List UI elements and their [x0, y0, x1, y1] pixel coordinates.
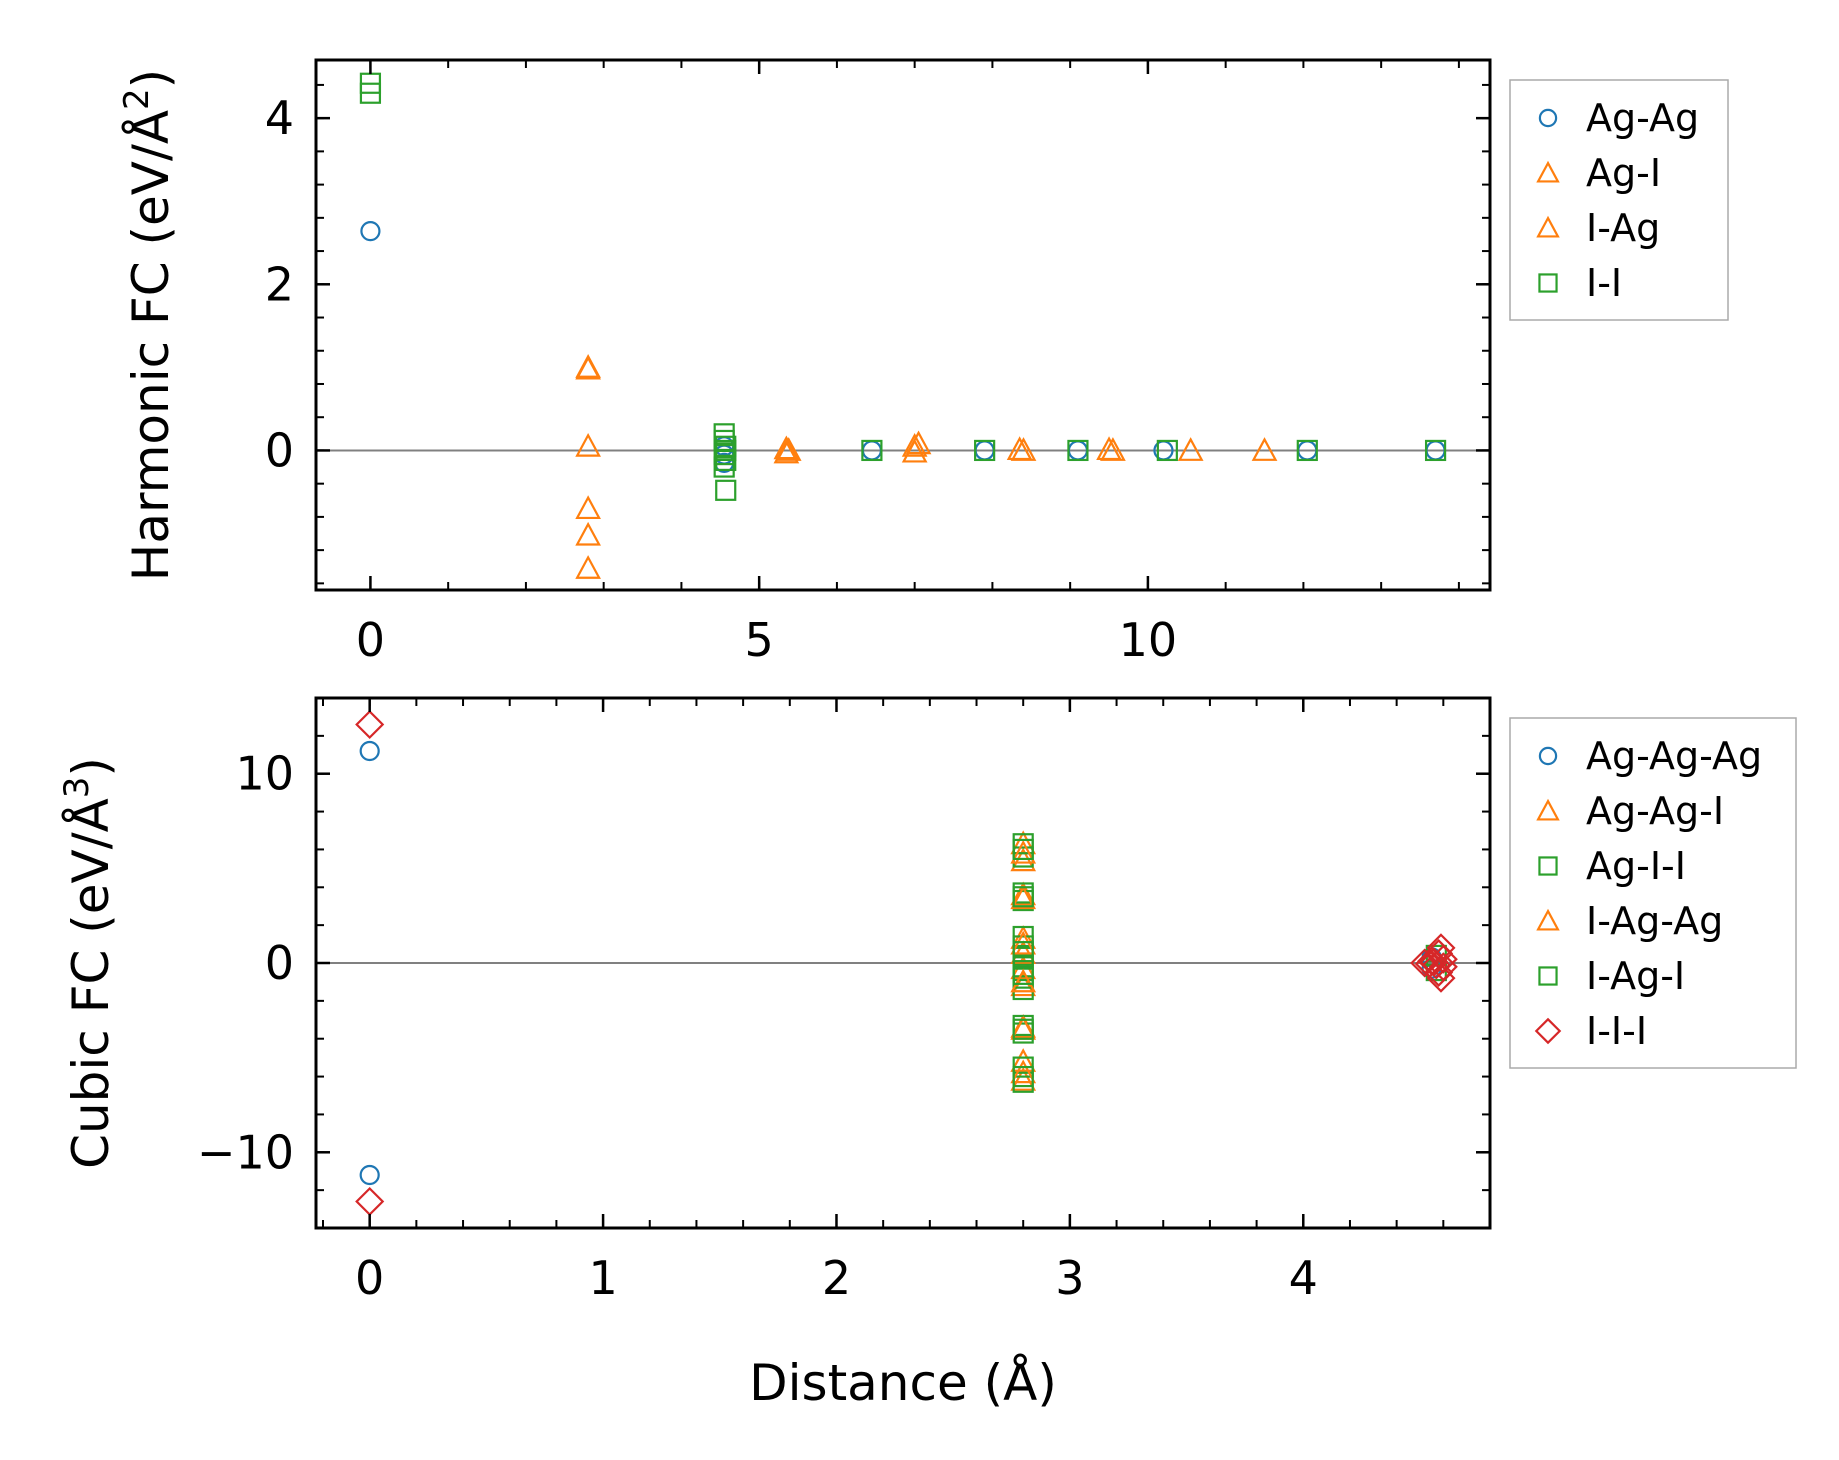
cubic-x-axis-label: Distance (Å) — [749, 1354, 1057, 1412]
x-tick-label: 3 — [1055, 1251, 1084, 1305]
point-i-i — [713, 456, 735, 478]
point-ag-i — [1251, 437, 1278, 461]
point-i-ag — [775, 437, 802, 461]
harmonic-plot-frame — [314, 58, 1492, 592]
point-i-i-i — [1426, 933, 1456, 963]
legend-label-ag-ag: Ag-Ag — [1586, 96, 1699, 140]
point-i-i — [713, 443, 735, 466]
y-tick-label: 0 — [265, 936, 294, 990]
cubic-legend: Ag-Ag-Ag Ag-Ag-I Ag-I-I I-Ag-Ag I-Ag-I I-I-I — [1509, 717, 1797, 1069]
point-i-i-i — [355, 1186, 385, 1217]
point-ag-i — [1177, 437, 1204, 461]
point-i-i — [1156, 439, 1178, 462]
point-i-ag-ag — [1010, 930, 1037, 955]
x-tick-label: 10 — [1119, 613, 1178, 667]
point-i-i — [1067, 439, 1089, 462]
legend-box — [1509, 79, 1729, 321]
point-i-ag-ag — [1010, 968, 1037, 993]
point-i-i-i — [355, 709, 385, 740]
x-tick-label: 1 — [588, 1251, 617, 1305]
point-i-ag — [905, 430, 932, 455]
cubic-fc-panel: 0 1 2 3 4 −10 0 10 Cubic FC (eV/Å3) Distance (Å… — [57, 696, 1797, 1412]
point-i-ag — [1100, 437, 1126, 461]
point-ag-i — [575, 432, 601, 457]
legend-marker-i-ag-ag — [1536, 908, 1560, 931]
point-i-ag-i — [1012, 963, 1034, 985]
x-tick-label: 0 — [356, 613, 385, 667]
legend-label-i-ag: I-Ag — [1586, 206, 1660, 250]
point-i-i-i — [1428, 952, 1458, 982]
y-tick-label: −10 — [197, 1125, 294, 1179]
legend-label-ag-ag-ag: Ag-Ag-Ag — [1586, 734, 1762, 778]
y-tick-label: 10 — [235, 747, 294, 801]
point-i-i — [359, 82, 382, 104]
legend-label-i-i-i: I-I-I — [1586, 1009, 1647, 1053]
legend-marker-i-ag-i — [1538, 966, 1558, 986]
legend-label-ag-i-i: Ag-I-I — [1586, 844, 1686, 888]
legend-label-ag-ag-i: Ag-Ag-I — [1586, 789, 1724, 833]
x-tick-label: 4 — [1289, 1251, 1318, 1305]
point-i-i-i — [1414, 949, 1444, 979]
point-i-i-i — [1410, 948, 1440, 978]
point-i-i-i — [1419, 947, 1449, 977]
y-tick-label: 4 — [265, 91, 294, 145]
point-ag-i — [575, 495, 601, 520]
legend-box — [1509, 717, 1797, 1069]
y-tick-label: 2 — [265, 257, 294, 311]
legend-marker-ag-ag-ag — [1538, 746, 1558, 766]
point-ag-ag-i — [1010, 1067, 1037, 1091]
point-i-ag-ag — [1010, 885, 1037, 910]
point-i-ag — [575, 355, 601, 380]
legend-label-i-ag-ag: I-Ag-Ag — [1586, 899, 1723, 943]
legend-marker-ag-i-i — [1538, 856, 1558, 876]
point-i-i — [861, 439, 883, 462]
legend-label-i-i: I-I — [1586, 261, 1622, 305]
point-ag-i — [901, 432, 928, 457]
harmonic-legend: Ag-Ag Ag-I I-Ag I-I — [1509, 79, 1729, 321]
cubic-y-axis-label: Cubic FC (eV/Å3) — [57, 757, 120, 1169]
point-ag-ag-ag — [359, 1164, 380, 1186]
point-i-i — [1296, 439, 1318, 462]
legend-marker-i-i — [1538, 273, 1558, 293]
point-i-i — [1424, 439, 1447, 462]
legend-label-i-ag-i: I-Ag-I — [1586, 954, 1685, 998]
harmonic-fc-panel: 0 5 10 0 2 4 Harmonic FC (eV/Å2) Ag-Ag Ag-I I-A… — [117, 58, 1729, 667]
point-i-i — [974, 439, 996, 462]
legend-marker-ag-i — [1536, 160, 1560, 183]
legend-marker-i-i-i — [1534, 1017, 1562, 1045]
point-i-ag-i — [1012, 941, 1034, 963]
x-tick-label: 0 — [355, 1251, 384, 1305]
point-i-ag-i — [1012, 886, 1034, 908]
point-i-ag-i — [1012, 1065, 1034, 1088]
legend-label-ag-i: Ag-I — [1586, 151, 1661, 195]
point-i-i — [715, 449, 737, 472]
point-ag-ag — [360, 221, 381, 242]
point-i-ag — [1010, 437, 1037, 461]
point-i-ag-i — [1012, 1018, 1034, 1040]
point-i-ag-ag — [1010, 1059, 1037, 1084]
x-tick-label: 2 — [822, 1251, 851, 1305]
legend-marker-ag-ag — [1538, 108, 1558, 128]
point-i-ag-i — [1012, 838, 1034, 861]
point-ag-i — [575, 521, 601, 546]
cubic-plot-frame — [314, 696, 1492, 1230]
legend-marker-i-ag — [1536, 215, 1560, 238]
point-ag-ag-ag — [359, 740, 380, 762]
point-i-ag-ag — [1010, 839, 1037, 864]
point-ag-i — [575, 555, 601, 579]
legend-marker-ag-ag-i — [1536, 798, 1560, 821]
harmonic-y-axis-label: Harmonic FC (eV/Å2) — [117, 69, 180, 581]
point-i-i — [715, 479, 737, 501]
point-ag-ag-i — [1010, 881, 1037, 906]
x-tick-label: 5 — [745, 613, 774, 667]
point-ag-i — [773, 435, 800, 460]
y-tick-label: 0 — [265, 423, 294, 477]
